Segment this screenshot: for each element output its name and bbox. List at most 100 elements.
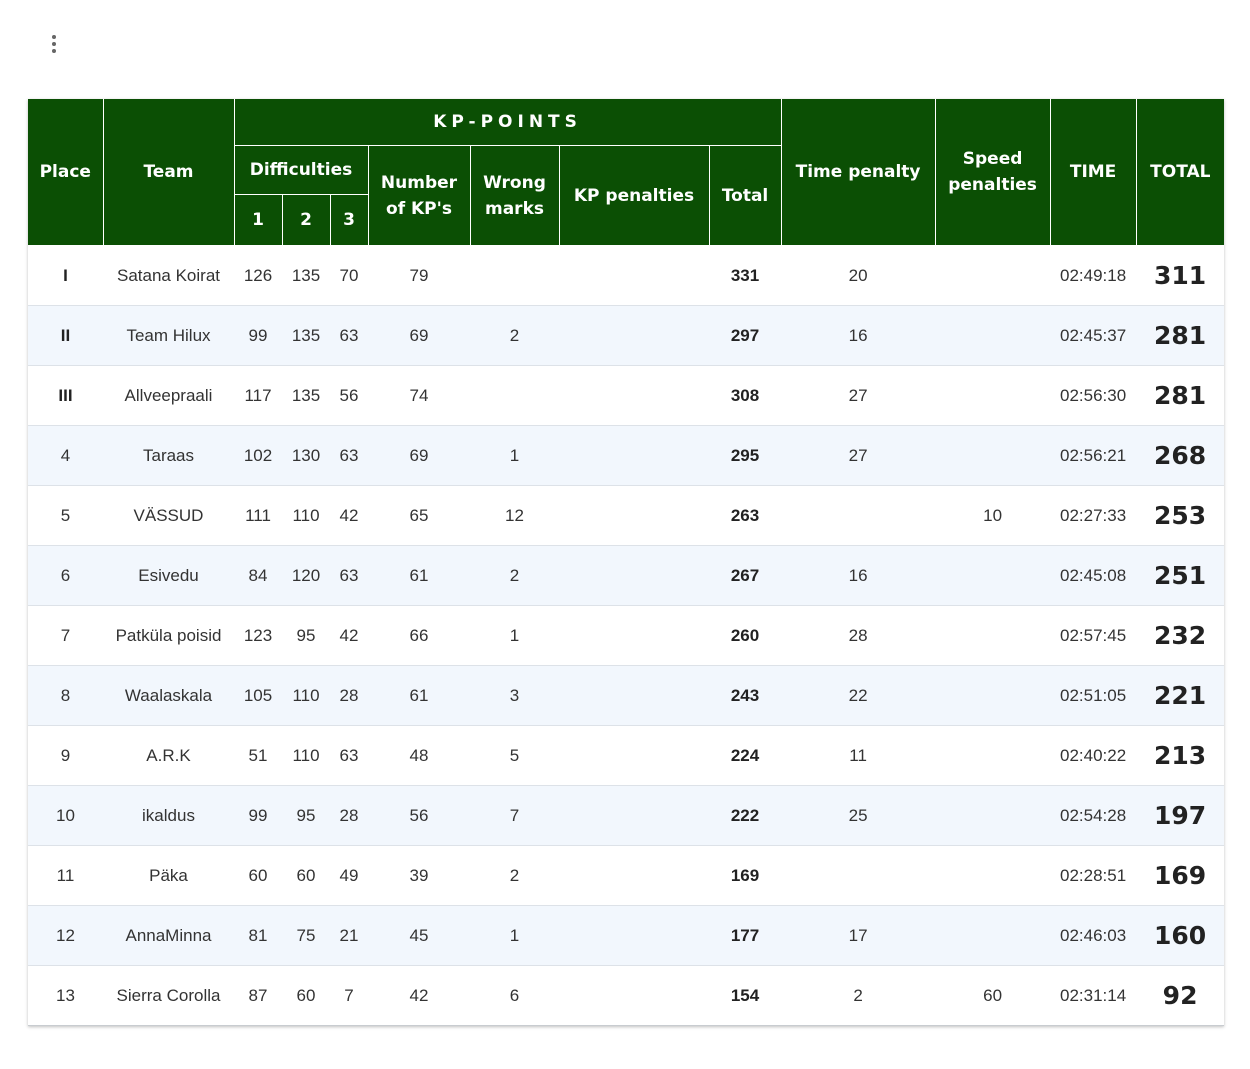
more-options-icon[interactable] [40,30,68,58]
wrong-marks-cell: 2 [470,545,559,606]
wrong-marks-cell: 1 [470,605,559,666]
place-cell: 13 [28,965,103,1026]
place-cell: 5 [28,485,103,546]
difficulty-2-cell: 95 [282,605,330,666]
wrong-marks-cell: 6 [470,965,559,1026]
table-row: 7 Patküla poisid 123 95 42 66 1 260 28 02:57:45 23… [28,605,1225,666]
time-cell: 02:57:45 [1050,605,1137,666]
difficulty-3-cell: 63 [330,305,368,366]
time-penalty-cell: 27 [781,425,936,486]
difficulty-1-cell: 126 [234,245,282,306]
difficulty-2-cell: 75 [282,905,330,966]
team-cell: A.R.K [103,725,234,786]
time-cell: 02:54:28 [1050,785,1137,846]
kp-total-cell: 263 [709,485,782,546]
kp-total-cell: 154 [709,965,782,1026]
speed-penalties-cell [935,845,1051,906]
time-penalty-cell: 20 [781,245,936,306]
total-cell: 281 [1136,365,1225,426]
number-of-kps-cell: 61 [368,665,470,726]
col-header-wrong-marks: Wrong marks [469,145,560,246]
total-cell: 221 [1136,665,1225,726]
kp-penalties-cell [559,245,709,306]
number-of-kps-cell: 42 [368,965,470,1026]
team-cell: Satana Koirat [103,245,234,306]
speed-penalties-cell [935,545,1051,606]
table-row: 9 A.R.K 51 110 63 48 5 224 11 02:40:22 213 [28,725,1225,786]
wrong-marks-cell: 1 [470,905,559,966]
table-row: III Allveepraali 117 135 56 74 308 27 02:56:30 28… [28,365,1225,426]
difficulty-2-cell: 95 [282,785,330,846]
number-of-kps-cell: 69 [368,425,470,486]
table-row: 4 Taraas 102 130 63 69 1 295 27 02:56:21 268 [28,425,1225,486]
difficulty-3-cell: 28 [330,665,368,726]
time-penalty-cell: 11 [781,725,936,786]
difficulty-1-cell: 111 [234,485,282,546]
number-of-kps-cell: 69 [368,305,470,366]
difficulty-3-cell: 70 [330,245,368,306]
time-cell: 02:45:08 [1050,545,1137,606]
kp-penalties-cell [559,965,709,1026]
col-header-kp-penalties: KP penalties [558,145,710,246]
team-cell: Sierra Corolla [103,965,234,1026]
table-row: 10 ikaldus 99 95 28 56 7 222 25 02:54:28 197 [28,785,1225,846]
results-table-container: Place Team KP-POINTS Time penalty Speed … [28,99,1225,1026]
speed-penalties-cell [935,305,1051,366]
difficulty-3-cell: 42 [330,605,368,666]
kp-total-cell: 169 [709,845,782,906]
kp-penalties-cell [559,845,709,906]
kp-penalties-cell [559,545,709,606]
kp-total-cell: 260 [709,605,782,666]
difficulty-2-cell: 110 [282,665,330,726]
time-cell: 02:56:30 [1050,365,1137,426]
time-cell: 02:28:51 [1050,845,1137,906]
total-cell: 160 [1136,905,1225,966]
place-cell: II [28,305,103,366]
time-penalty-cell [781,845,936,906]
difficulty-1-cell: 99 [234,785,282,846]
time-penalty-cell: 16 [781,545,936,606]
place-cell: 8 [28,665,103,726]
time-cell: 02:51:05 [1050,665,1137,726]
difficulty-2-cell: 135 [282,305,330,366]
speed-penalties-cell [935,725,1051,786]
total-cell: 169 [1136,845,1225,906]
kp-penalties-cell [559,305,709,366]
difficulty-1-cell: 102 [234,425,282,486]
difficulty-2-cell: 110 [282,485,330,546]
col-header-time-penalty: Time penalty [780,99,936,246]
difficulty-1-cell: 99 [234,305,282,366]
total-cell: 197 [1136,785,1225,846]
team-cell: Waalaskala [103,665,234,726]
number-of-kps-cell: 56 [368,785,470,846]
number-of-kps-cell: 65 [368,485,470,546]
difficulty-2-cell: 130 [282,425,330,486]
speed-penalties-cell: 10 [935,485,1051,546]
difficulty-2-cell: 60 [282,965,330,1026]
time-penalty-cell: 28 [781,605,936,666]
time-cell: 02:40:22 [1050,725,1137,786]
difficulty-3-cell: 63 [330,425,368,486]
difficulty-1-cell: 123 [234,605,282,666]
team-cell: Allveepraali [103,365,234,426]
place-cell: 9 [28,725,103,786]
team-cell: Esivedu [103,545,234,606]
total-cell: 281 [1136,305,1225,366]
kp-penalties-cell [559,725,709,786]
place-cell: 11 [28,845,103,906]
kp-penalties-cell [559,905,709,966]
difficulty-1-cell: 87 [234,965,282,1026]
team-cell: AnnaMinna [103,905,234,966]
kp-penalties-cell [559,485,709,546]
kp-penalties-cell [559,785,709,846]
place-cell: 7 [28,605,103,666]
team-cell: Patküla poisid [103,605,234,666]
total-cell: 253 [1136,485,1225,546]
place-cell: I [28,245,103,306]
number-of-kps-cell: 45 [368,905,470,966]
place-cell: 10 [28,785,103,846]
speed-penalties-cell [935,365,1051,426]
speed-penalties-cell: 60 [935,965,1051,1026]
wrong-marks-cell: 3 [470,665,559,726]
wrong-marks-cell: 2 [470,845,559,906]
